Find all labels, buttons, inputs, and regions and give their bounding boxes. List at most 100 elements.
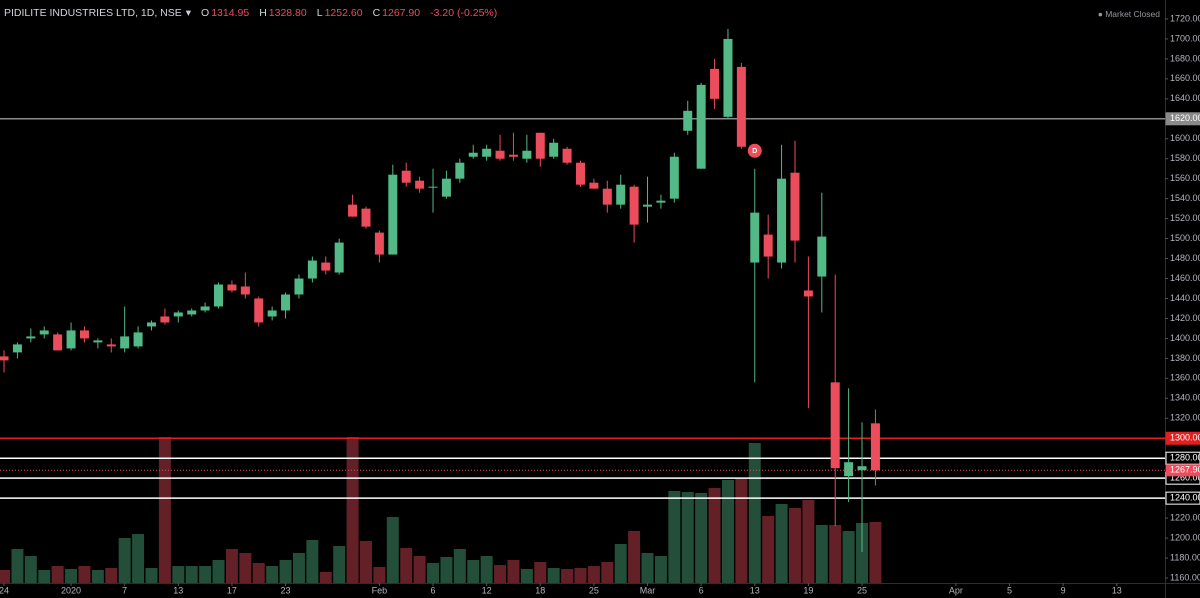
volume-bar bbox=[346, 437, 359, 583]
candle-body bbox=[240, 286, 250, 295]
volume-bar bbox=[574, 568, 587, 583]
y-tick-label: 1320.00 bbox=[1170, 413, 1200, 423]
volume-bar bbox=[51, 566, 64, 583]
level-tag bbox=[1165, 491, 1200, 505]
volume-bar bbox=[601, 562, 614, 583]
caret[interactable]: ▾ bbox=[185, 7, 192, 19]
volume-bar bbox=[856, 523, 869, 583]
candle-body bbox=[777, 178, 787, 263]
candle-body bbox=[133, 332, 143, 347]
x-tick-label: 5 bbox=[1007, 585, 1012, 595]
y-tick-label: 1420.00 bbox=[1170, 313, 1200, 323]
candle-body bbox=[803, 290, 813, 297]
candle-body bbox=[12, 344, 22, 353]
y-tick-label: 1540.00 bbox=[1170, 193, 1200, 203]
level-tag bbox=[1165, 112, 1200, 126]
volume-bar bbox=[654, 556, 667, 583]
candle-body bbox=[643, 204, 653, 207]
volume-bar bbox=[91, 570, 104, 583]
candle-body bbox=[321, 262, 331, 271]
volume-bar bbox=[480, 556, 493, 583]
candle-body bbox=[455, 162, 465, 179]
volume-bar bbox=[413, 556, 426, 583]
candle-body bbox=[93, 340, 103, 343]
y-tick-label: 1400.00 bbox=[1170, 333, 1200, 343]
volume-bar bbox=[547, 568, 560, 583]
y-tick-label: 1360.00 bbox=[1170, 373, 1200, 383]
candle-body bbox=[39, 330, 49, 335]
candle-body bbox=[106, 344, 116, 347]
candle-body bbox=[66, 330, 76, 349]
candle-body bbox=[495, 150, 505, 159]
level-label: 1240.00 bbox=[1170, 493, 1200, 503]
last-price-label: 1267.90 bbox=[1170, 465, 1200, 475]
y-tick-label: 1500.00 bbox=[1170, 233, 1200, 243]
event-label: D bbox=[752, 148, 757, 155]
candle-body bbox=[307, 260, 317, 279]
market-status-text: Market Closed bbox=[1105, 9, 1160, 19]
volume-bar bbox=[681, 492, 694, 583]
x-tick-label: 13 bbox=[750, 585, 760, 595]
y-tick-label: 1580.00 bbox=[1170, 153, 1200, 163]
candle-body bbox=[508, 154, 518, 157]
volume-bar bbox=[78, 566, 91, 583]
x-tick-label: Apr bbox=[949, 585, 963, 595]
symbol[interactable]: PIDILITE INDUSTRIES LTD, 1D, NSE bbox=[4, 7, 182, 19]
y-tick-label: 1440.00 bbox=[1170, 293, 1200, 303]
volume-bar bbox=[802, 500, 815, 583]
y-tick-label: 1160.00 bbox=[1170, 572, 1200, 582]
volume-bar bbox=[292, 553, 305, 583]
candle-body bbox=[790, 172, 800, 241]
volume-bar bbox=[708, 488, 721, 583]
level-label: 1300.00 bbox=[1170, 433, 1200, 443]
candle-body bbox=[736, 66, 746, 147]
candle-body bbox=[763, 234, 773, 257]
volume-bar bbox=[695, 493, 708, 583]
volume-bar bbox=[333, 546, 346, 583]
volume-bar bbox=[373, 567, 386, 583]
volume-bar bbox=[306, 540, 319, 583]
volume-bar bbox=[842, 531, 855, 583]
candle-body bbox=[26, 336, 36, 339]
volume-bar bbox=[105, 568, 118, 583]
candle-body bbox=[361, 208, 371, 227]
candle-body bbox=[602, 188, 612, 205]
candle-body bbox=[401, 170, 411, 183]
level-tag bbox=[1165, 451, 1200, 465]
volume-bar bbox=[239, 553, 252, 583]
candle-body bbox=[441, 178, 451, 197]
y-tick-label: 1480.00 bbox=[1170, 253, 1200, 263]
candle-body bbox=[562, 148, 572, 163]
x-tick-label: 25 bbox=[857, 585, 867, 595]
volume-bar bbox=[829, 525, 842, 583]
open-value: 1314.95 bbox=[211, 7, 250, 19]
high-label: H bbox=[259, 7, 267, 19]
volume-bar bbox=[212, 560, 225, 583]
candle-body bbox=[629, 186, 639, 225]
event-marker bbox=[747, 143, 762, 158]
y-tick-label: 1200.00 bbox=[1170, 532, 1200, 542]
volume-bar bbox=[65, 569, 78, 583]
x-tick-label: 2020 bbox=[61, 585, 81, 595]
volume-bar bbox=[587, 566, 600, 583]
x-tick-label: 6 bbox=[699, 585, 704, 595]
volume-bar bbox=[440, 557, 453, 583]
y-tick-label: 1600.00 bbox=[1170, 133, 1200, 143]
volume-bar bbox=[0, 570, 11, 583]
x-tick-label: 24 bbox=[0, 585, 9, 595]
candle-body bbox=[870, 423, 880, 471]
y-tick-label: 1220.00 bbox=[1170, 512, 1200, 522]
candle-body bbox=[53, 334, 63, 351]
volume-bar bbox=[172, 566, 185, 583]
candle-body bbox=[575, 162, 585, 185]
x-tick-label: 9 bbox=[1061, 585, 1066, 595]
candle-body bbox=[817, 236, 827, 277]
candle-body bbox=[0, 356, 9, 361]
volume-bar bbox=[132, 534, 145, 583]
volume-bar bbox=[762, 516, 775, 583]
x-tick-label: 25 bbox=[589, 585, 599, 595]
x-tick-label: 6 bbox=[431, 585, 436, 595]
volume-bar bbox=[668, 491, 681, 583]
